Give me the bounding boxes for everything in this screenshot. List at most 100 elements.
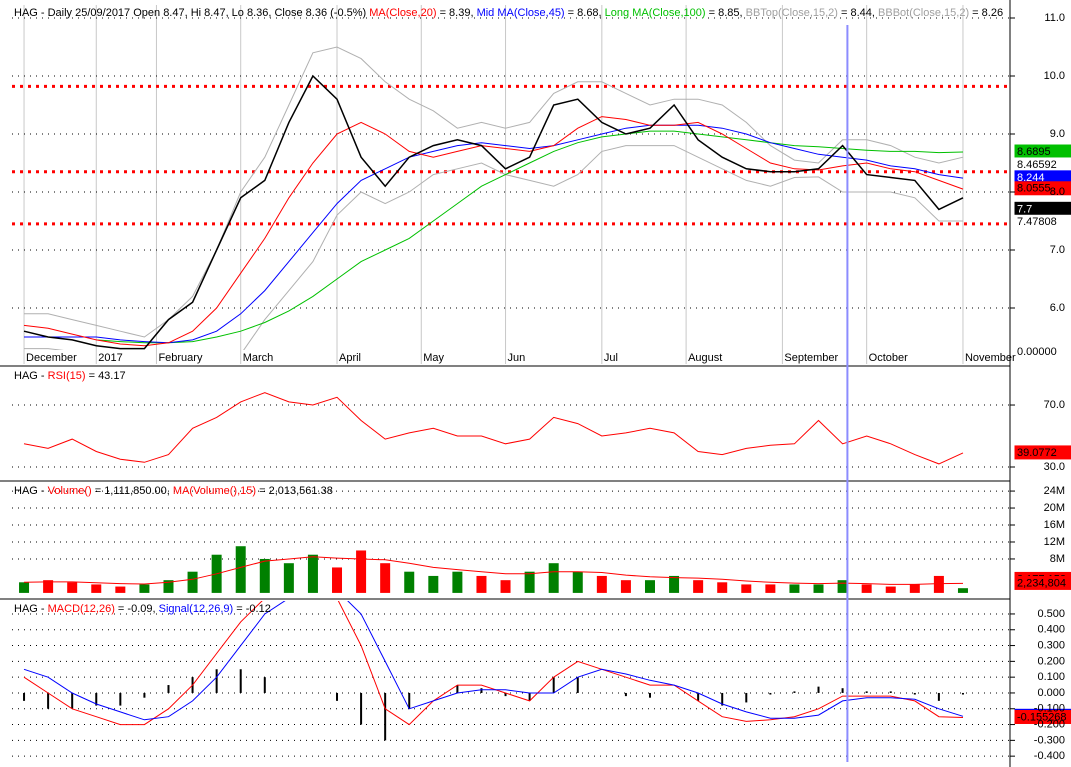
y-tick-label: 8.0 xyxy=(1050,186,1065,198)
histogram-bar xyxy=(865,691,868,693)
title-part: = 2,013,561.38 xyxy=(256,485,333,497)
y-tick-label: 0.200 xyxy=(1037,655,1065,667)
histogram-bar xyxy=(263,677,266,693)
volume-bar xyxy=(115,586,126,593)
histogram-bar xyxy=(745,692,748,703)
y-tick-label: 9.0 xyxy=(1050,128,1065,140)
histogram-bar xyxy=(624,692,627,697)
title-part: = 8.85, xyxy=(706,7,746,19)
right-axis: 3,177,1522,234,804 xyxy=(1014,571,1071,590)
title-part: HAG - Daily 25/09/2017 Open 8.47, Hi 8.4… xyxy=(14,7,369,19)
histogram-bar xyxy=(95,692,98,706)
y-tick-label: 6.0 xyxy=(1050,302,1065,314)
histogram-bar xyxy=(47,692,50,709)
title-part: MA(Volume(),15) xyxy=(173,485,256,497)
title-part: = 8.44, xyxy=(838,7,878,19)
value-box-label: 8.244 xyxy=(1017,172,1045,184)
x-tick-label: March xyxy=(243,352,274,364)
histogram-bar xyxy=(889,691,892,693)
x-tick-label: September xyxy=(784,352,838,364)
volume-bar xyxy=(620,580,631,593)
value-box xyxy=(1014,575,1071,590)
y-tick-label: 0.300 xyxy=(1037,639,1065,651)
histogram-bar xyxy=(360,692,363,725)
histogram-bar xyxy=(408,692,411,709)
volume-bar xyxy=(404,571,415,593)
volume-bar xyxy=(765,584,776,593)
title-part: Volume() xyxy=(48,485,92,497)
title-part: Mid MA(Close,45) xyxy=(477,7,565,19)
value-box-label: -0.155268 xyxy=(1017,711,1067,723)
histogram-bar xyxy=(697,692,700,701)
volume-bar xyxy=(235,546,246,593)
series-line xyxy=(23,556,964,585)
volume-bar xyxy=(861,584,872,593)
title-part: HAG - xyxy=(14,603,48,615)
value-box-label: 2,234,804 xyxy=(1017,577,1066,589)
panel-title: HAG - RSI(15) = 43.17 xyxy=(14,370,126,382)
y-tick-label: 0.100 xyxy=(1037,671,1065,683)
x-tick-label: October xyxy=(869,352,908,364)
y-tick-label: -0.200 xyxy=(1034,718,1065,730)
histogram-bar xyxy=(528,692,531,701)
histogram-bar xyxy=(23,692,26,701)
histogram-bar xyxy=(504,692,507,697)
volume-bar xyxy=(572,571,583,593)
value-box-label: 39.0772 xyxy=(1017,447,1057,459)
volume-bar xyxy=(283,563,294,593)
title-part: HAG - xyxy=(14,485,48,497)
volume-bar xyxy=(187,571,198,593)
plot-area xyxy=(12,601,1010,757)
y-tick-label: 11.0 xyxy=(1044,12,1065,24)
volume-bar xyxy=(67,582,78,593)
series-line xyxy=(23,601,964,721)
y-tick-label: 0.000 xyxy=(1037,687,1065,699)
panel-title: HAG - MACD(12,26) = -0.09, Signal(12,26,… xyxy=(14,603,271,615)
histogram-bar xyxy=(937,692,940,701)
volume-bar xyxy=(933,575,944,593)
series-line xyxy=(96,130,964,344)
title-part: = -0.12 xyxy=(233,603,271,615)
histogram-bar xyxy=(167,685,170,693)
histogram-bar xyxy=(119,692,122,706)
volume-bar xyxy=(596,575,607,593)
x-tick-label: November xyxy=(965,352,1016,364)
volume-bar xyxy=(91,584,102,593)
y-tick-label: 8M xyxy=(1050,553,1065,565)
volume-bar xyxy=(524,571,535,593)
histogram-bar xyxy=(721,692,724,706)
volume-bar xyxy=(717,582,728,593)
histogram-bar xyxy=(841,688,844,693)
histogram-bar xyxy=(961,692,964,695)
volume-bar xyxy=(139,584,150,593)
series-line xyxy=(24,46,964,338)
right-axis: -0.147785-0.155268 xyxy=(1014,708,1071,724)
y-tick-label: 0.400 xyxy=(1037,624,1065,636)
title-part: = 8.26 xyxy=(969,7,1003,19)
overlay-label: 0.00000 xyxy=(1017,346,1057,358)
x-tick-label: February xyxy=(158,352,203,364)
histogram-bar xyxy=(576,677,579,693)
histogram-bar xyxy=(769,692,772,695)
volume-bar xyxy=(813,584,824,593)
y-tick-label: 12M xyxy=(1044,536,1065,548)
volume-bar xyxy=(356,550,367,593)
title-part: BBBot(Close,15,2) xyxy=(878,7,969,19)
title-part: = 8.68, xyxy=(565,7,605,19)
title-part: MACD(12,26) xyxy=(48,603,115,615)
x-tick-label: August xyxy=(688,352,722,364)
series-line xyxy=(23,392,964,465)
series-line xyxy=(23,116,964,347)
volume-bar xyxy=(259,558,270,593)
y-tick-label: 24M xyxy=(1044,485,1065,497)
series-line xyxy=(23,74,964,350)
y-tick-label: -0.100 xyxy=(1034,703,1065,715)
plot-area xyxy=(12,490,1010,593)
y-tick-label: 70.0 xyxy=(1044,399,1065,411)
value-box xyxy=(1014,709,1071,724)
title-part: RSI(15) xyxy=(48,370,86,382)
histogram-bar xyxy=(239,669,242,693)
title-part: Long MA(Close,100) xyxy=(605,7,706,19)
volume-bar xyxy=(669,575,680,593)
volume-bar xyxy=(19,582,30,593)
